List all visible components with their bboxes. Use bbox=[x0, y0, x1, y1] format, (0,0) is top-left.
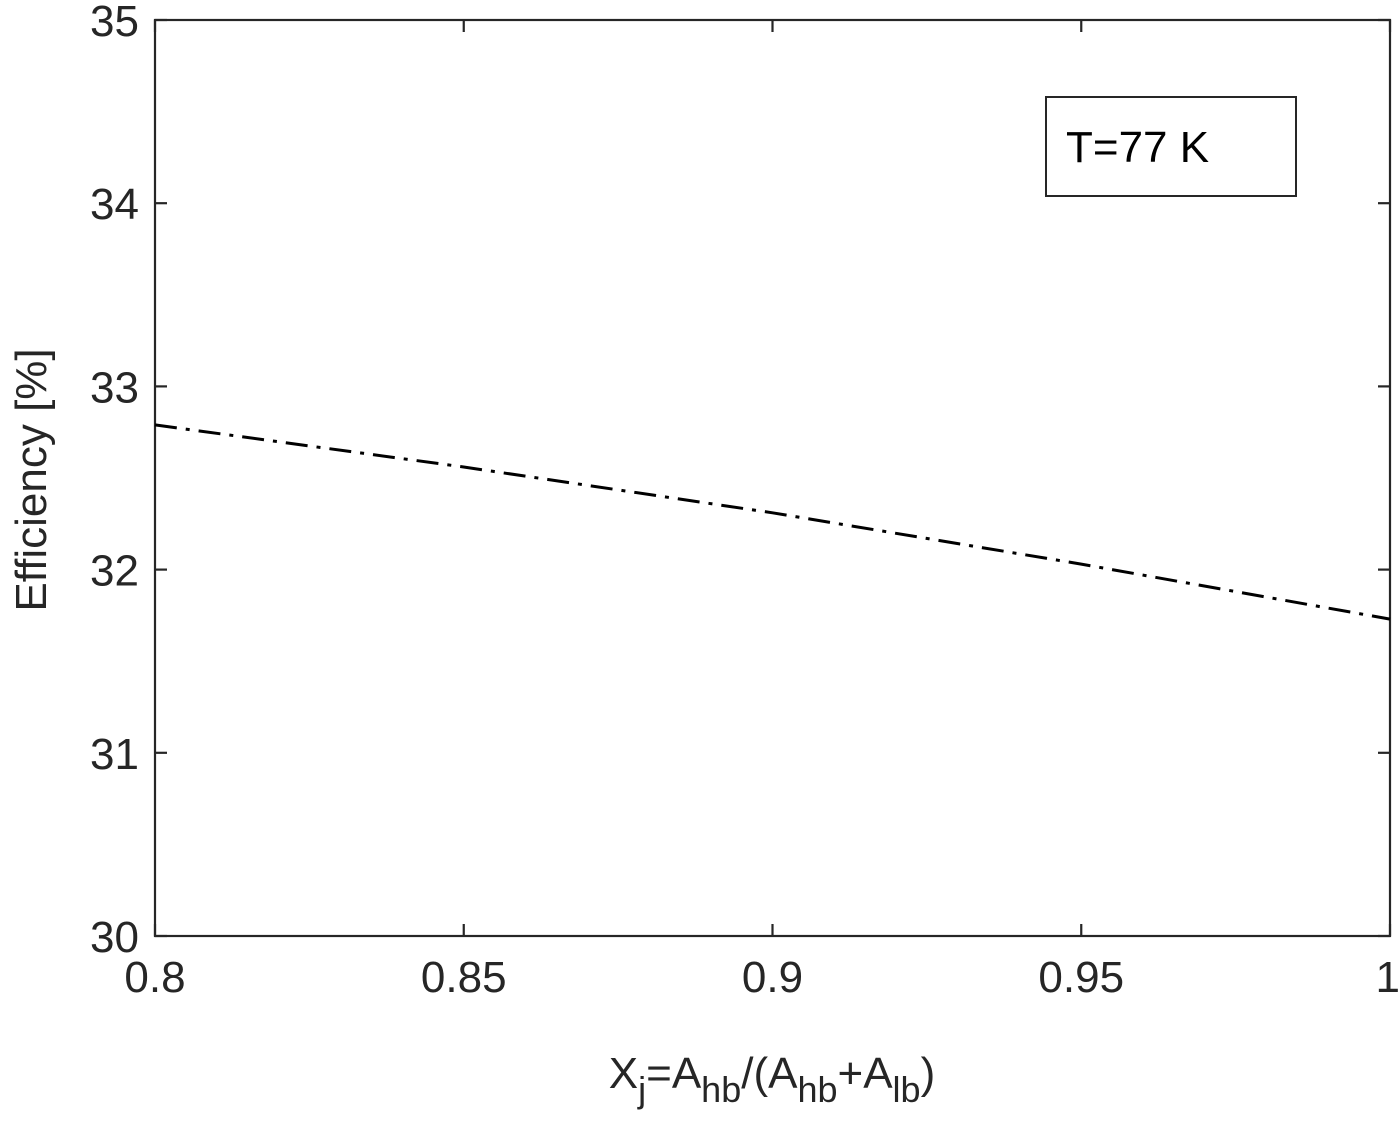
x-axis-ticks: 0.8 0.85 0.9 0.95 1 bbox=[124, 20, 1400, 1002]
y-tick-label: 34 bbox=[90, 180, 139, 229]
y-tick-label: 33 bbox=[90, 363, 139, 412]
x-axis-title-subscript: hb bbox=[797, 1069, 837, 1110]
y-tick-label: 32 bbox=[90, 547, 139, 596]
x-axis-title-subscript: j bbox=[637, 1069, 646, 1110]
x-tick-label: 0.95 bbox=[1038, 953, 1124, 1002]
y-axis-title: Efficiency [%] bbox=[7, 348, 56, 611]
x-axis-title-part: X bbox=[609, 1049, 638, 1098]
x-axis-title-part: =A bbox=[646, 1049, 702, 1098]
y-tick-label: 31 bbox=[90, 730, 139, 779]
data-layer bbox=[154, 423, 1391, 621]
x-axis-title-part: +A bbox=[838, 1049, 894, 1098]
x-tick-label: 0.85 bbox=[421, 953, 507, 1002]
series-line bbox=[154, 423, 1391, 621]
x-axis-title: Xj=Ahb/(Ahb+Alb) bbox=[609, 1049, 935, 1110]
legend-entry: T=77 K bbox=[1066, 123, 1209, 172]
x-tick-label: 1 bbox=[1376, 953, 1400, 1002]
y-tick-label: 30 bbox=[90, 913, 139, 962]
x-axis-title-subscript: lb bbox=[893, 1069, 921, 1110]
x-axis-title-part: /(A bbox=[741, 1049, 798, 1098]
x-tick-label: 0.8 bbox=[124, 953, 185, 1002]
x-axis-title-subscript: hb bbox=[701, 1069, 741, 1110]
legend: T=77 K bbox=[1045, 96, 1297, 197]
y-axis-ticks: 30 31 32 33 34 35 bbox=[90, 0, 1390, 962]
x-axis-title-part: ) bbox=[921, 1049, 936, 1098]
legend-box bbox=[1045, 96, 1297, 197]
x-tick-label: 0.9 bbox=[742, 953, 803, 1002]
y-tick-label: 35 bbox=[90, 0, 139, 46]
